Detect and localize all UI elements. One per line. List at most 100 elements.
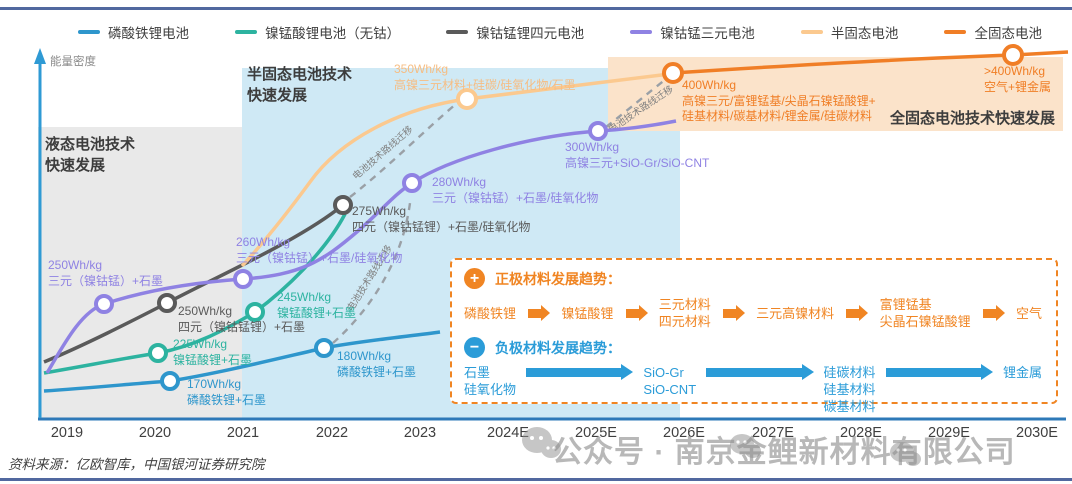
y-axis-arrow-icon bbox=[34, 48, 46, 64]
x-tick-2030e: 2030E bbox=[1016, 425, 1058, 441]
marker-250-quad bbox=[157, 293, 177, 313]
legend-label: 镍锰酸锂电池（无钴） bbox=[265, 26, 401, 41]
arrow-right-icon bbox=[625, 304, 648, 321]
allsolid-line-swatch bbox=[944, 30, 967, 34]
long-arrow-right-icon bbox=[706, 364, 815, 380]
top-rule bbox=[0, 7, 1072, 10]
semisolid-line-swatch bbox=[800, 30, 823, 34]
milestone-semi-350: 350Wh/kg 高镍三元材料+硅碳/硅氧化物/石墨 bbox=[394, 62, 576, 92]
milestone-markers bbox=[94, 44, 1024, 391]
marker-260 bbox=[233, 269, 253, 289]
cathode-item: 磷酸铁锂 bbox=[464, 305, 517, 321]
legend-label: 镍钴锰锂四元电池 bbox=[476, 26, 585, 41]
marker-300 bbox=[588, 121, 608, 141]
lnmo-line-swatch bbox=[235, 30, 258, 34]
legend-label: 磷酸铁锂电池 bbox=[108, 26, 189, 41]
milestone-ncm-250: 250Wh/kg 三元（镍钴锰）+石墨 bbox=[48, 258, 164, 288]
y-axis-label: 能量密度 bbox=[50, 56, 96, 68]
marker-400plus bbox=[1002, 44, 1024, 66]
legend-label: 半固态电池 bbox=[830, 26, 899, 41]
arrow-right-icon bbox=[846, 304, 869, 321]
material-trends-box: + 正极材料发展趋势： 磷酸铁锂 镍锰酸锂 三元材料 四元材料 三元高镍材料 富锂… bbox=[450, 258, 1058, 414]
minus-icon: − bbox=[464, 337, 485, 358]
lfp-curve bbox=[43, 330, 441, 393]
svg-text:电池技术路线迁移: 电池技术路线迁移 bbox=[350, 123, 416, 182]
allsolid-phase-region bbox=[608, 57, 1063, 131]
anode-trend-title: 负极材料发展趋势： bbox=[495, 339, 621, 356]
legend-item-lnmo: 镍锰酸锂电池（无钴） bbox=[235, 22, 400, 42]
allsolid-curve bbox=[672, 50, 1069, 75]
milestone-lnmo-245: 245Wh/kg 镍锰酸锂+石墨 bbox=[277, 290, 357, 320]
x-tick-2021: 2021 bbox=[226, 425, 260, 441]
milestone-quad-275: 275Wh/kg 四元（镍钴锰锂）+石墨/硅氧化物 bbox=[352, 204, 531, 234]
migration-dashed-links bbox=[332, 78, 667, 344]
milestone-solid-400plus: >400Wh/kg 空气+锂金属 bbox=[984, 64, 1052, 94]
long-arrow-right-icon bbox=[885, 364, 994, 380]
lfp-line-swatch bbox=[78, 30, 100, 34]
x-tick-2022: 2022 bbox=[315, 425, 349, 441]
milestone-lfp-170: 170Wh/kg 磷酸铁锂+石墨 bbox=[187, 377, 267, 407]
wechat-icon bbox=[728, 432, 762, 467]
cathode-item: 三元高镍材料 bbox=[756, 305, 835, 321]
x-tick-2029e: 2029E bbox=[928, 425, 970, 441]
marker-225 bbox=[148, 343, 168, 363]
anode-item: 石墨 硅氧化物 bbox=[464, 365, 517, 397]
arrow-right-icon bbox=[528, 304, 551, 321]
cathode-item: 三元材料 四元材料 bbox=[658, 297, 711, 329]
anode-trend-chain: 石墨 硅氧化物 SiO-Gr SiO-CNT 硅碳材料 硅基材料 碳基材料 锂金属 bbox=[464, 361, 1042, 424]
source-note: 资料来源：亿欧智库，中国银河证券研究院 bbox=[8, 457, 265, 472]
x-tick-2025e: 2025E bbox=[575, 425, 617, 441]
ncm-line-swatch bbox=[630, 30, 653, 34]
wechat-icon bbox=[888, 440, 922, 475]
anode-item: 锂金属 bbox=[1002, 365, 1042, 380]
arrow-right-icon bbox=[982, 304, 1005, 321]
marker-250-ncm bbox=[94, 294, 114, 314]
x-tick-2020: 2020 bbox=[138, 425, 172, 441]
liquid-phase-region bbox=[38, 127, 242, 419]
marker-170 bbox=[160, 371, 180, 391]
legend-item-ncm: 镍钴锰三元电池 bbox=[630, 22, 755, 42]
long-arrow-right-icon bbox=[526, 364, 634, 380]
marker-245 bbox=[245, 302, 265, 322]
milestone-solid-400: 400Wh/kg 高镍三元/富锂锰基/尖晶石镍锰酸锂+ 硅基材料/碳基材料/锂金… bbox=[682, 78, 876, 123]
x-tick-2023: 2023 bbox=[403, 425, 437, 441]
cathode-item: 空气 bbox=[1015, 305, 1042, 321]
x-tick-2019: 2019 bbox=[50, 425, 84, 441]
legend-label: 全固态电池 bbox=[974, 26, 1042, 41]
anode-trend-title-row: − 负极材料发展趋势： bbox=[464, 334, 1042, 361]
anode-item: 硅碳材料 硅基材料 碳基材料 bbox=[823, 365, 876, 414]
marker-400 bbox=[662, 62, 684, 84]
legend-item-semisolid: 半固态电池 bbox=[800, 22, 899, 42]
arrow-right-icon bbox=[722, 304, 745, 321]
legend-label: 镍钴锰三元电池 bbox=[660, 26, 755, 41]
milestone-lfp-180: 180Wh/kg 磷酸铁锂+石墨 bbox=[337, 349, 417, 379]
x-tick-2027e: 2027E bbox=[752, 425, 794, 441]
watermark-text: 公众号 · 南京金鲤新材料有限公司 bbox=[552, 436, 1016, 469]
bottom-rule bbox=[0, 478, 1072, 481]
cathode-item: 镍锰酸锂 bbox=[561, 305, 614, 321]
wechat-icon bbox=[520, 425, 562, 468]
marker-180 bbox=[314, 338, 334, 358]
cathode-trend-chain: 磷酸铁锂 镍锰酸锂 三元材料 四元材料 三元高镍材料 富锂锰基 尖晶石镍锰酸锂 空气 bbox=[464, 292, 1042, 334]
cathode-trend-title-row: + 正极材料发展趋势： bbox=[464, 265, 1042, 292]
quad-line-swatch bbox=[446, 30, 469, 34]
legend: 磷酸铁锂电池 镍锰酸锂电池（无钴） 镍钴锰锂四元电池 镍钴锰三元电池 半固态电池… bbox=[78, 22, 1042, 42]
x-tick-2028e: 2028E bbox=[840, 425, 882, 441]
milestone-lnmo-225: 225Wh/kg 镍锰酸锂+石墨 bbox=[173, 337, 253, 367]
milestone-ncm-280: 280Wh/kg 三元（镍钴锰）+石墨/硅氧化物 bbox=[432, 175, 599, 205]
cathode-trend-title: 正极材料发展趋势： bbox=[495, 270, 621, 287]
milestone-ncm-300: 300Wh/kg 高镍三元+SiO-Gr/SiO-CNT bbox=[565, 140, 710, 170]
legend-item-quad: 镍钴锰锂四元电池 bbox=[446, 22, 584, 42]
milestone-quad-250: 250Wh/kg 四元（镍钴锰锂）+石墨 bbox=[178, 304, 306, 334]
marker-350 bbox=[456, 88, 478, 110]
anode-item: SiO-Gr SiO-CNT bbox=[643, 365, 697, 397]
x-tick-2024e: 2024E bbox=[487, 425, 529, 441]
milestone-ncm-260: 260Wh/kg 三元（镍钴锰）+石墨/硅氧化物 bbox=[236, 235, 403, 265]
semisolid-curve bbox=[240, 72, 671, 268]
marker-275 bbox=[333, 195, 353, 215]
legend-item-allsolid: 全固态电池 bbox=[944, 22, 1042, 42]
semisolid-phase-title: 半固态电池技术 快速发展 bbox=[247, 66, 353, 104]
allsolid-phase-title: 全固态电池技术快速发展 bbox=[890, 110, 1056, 127]
